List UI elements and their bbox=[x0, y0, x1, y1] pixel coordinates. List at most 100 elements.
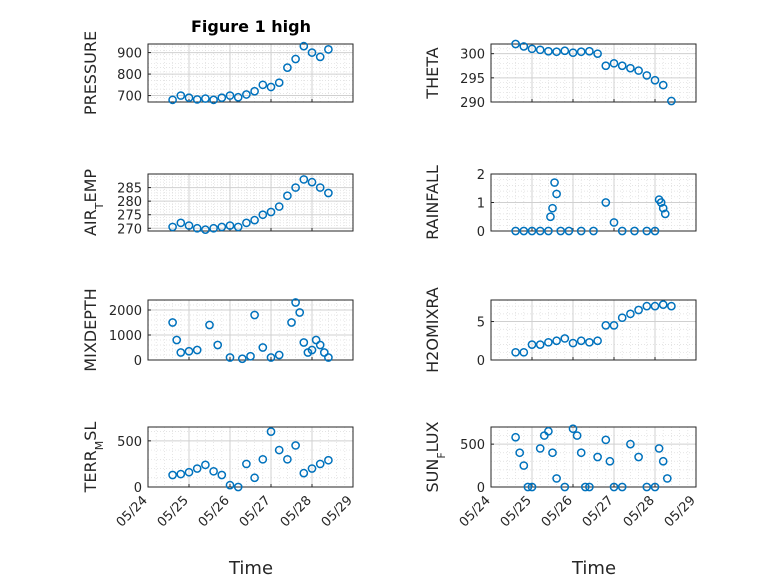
data-point bbox=[217, 222, 227, 232]
data-point bbox=[307, 464, 317, 473]
data-point bbox=[258, 454, 268, 464]
data-point bbox=[519, 347, 529, 357]
data-point bbox=[634, 305, 643, 315]
data-point bbox=[291, 54, 300, 64]
data-point bbox=[266, 82, 276, 92]
data-point bbox=[274, 78, 284, 88]
data-point bbox=[650, 75, 660, 85]
data-point bbox=[654, 444, 664, 453]
data-point bbox=[291, 441, 300, 450]
data-point bbox=[168, 470, 177, 480]
data-point bbox=[523, 482, 533, 492]
x-tick-label: 05/26 bbox=[539, 493, 576, 530]
data-point bbox=[535, 340, 545, 349]
data-point bbox=[580, 482, 590, 492]
data-point bbox=[630, 226, 639, 236]
data-point bbox=[250, 86, 259, 96]
data-point bbox=[176, 469, 186, 479]
x-tick-label: 05/27 bbox=[237, 493, 274, 530]
x-tick-label: 05/24 bbox=[114, 493, 151, 530]
y-tick-label: 290 bbox=[460, 96, 485, 111]
data-point bbox=[250, 310, 259, 320]
y-axis-label: H2OMIXRA bbox=[423, 287, 442, 373]
data-point bbox=[527, 44, 537, 54]
data-point bbox=[548, 203, 557, 213]
data-point bbox=[642, 301, 652, 311]
data-point bbox=[274, 445, 284, 455]
data-point bbox=[217, 93, 227, 103]
data-point bbox=[233, 92, 243, 102]
data-point bbox=[274, 350, 284, 360]
axes-box bbox=[490, 43, 697, 103]
y-axis-label: PRESSURE bbox=[81, 31, 100, 115]
data-point bbox=[585, 46, 594, 56]
data-point bbox=[546, 212, 555, 222]
data-point bbox=[593, 49, 602, 59]
data-point bbox=[552, 336, 561, 346]
data-point bbox=[511, 226, 520, 236]
y-tick-label: 700 bbox=[117, 90, 142, 105]
figure-title: Figure 1 high bbox=[191, 17, 311, 36]
subplot-terr-msl: 0 500 05/24 05/25 05/26 05/27 05/28 05/29 TERRMS… bbox=[81, 422, 356, 531]
y-tick-label: 0 bbox=[134, 481, 142, 496]
data-point bbox=[266, 207, 276, 217]
y-tick-label: 900 bbox=[117, 47, 142, 62]
data-point bbox=[307, 345, 317, 355]
data-point bbox=[560, 334, 570, 343]
data-point bbox=[209, 223, 218, 233]
data-point bbox=[601, 435, 611, 445]
data-point bbox=[576, 336, 586, 346]
data-point bbox=[642, 71, 652, 80]
data-point bbox=[201, 460, 210, 470]
data-point bbox=[519, 42, 529, 51]
y-tick-label: 275 bbox=[117, 209, 142, 224]
data-point bbox=[576, 47, 586, 57]
data-point bbox=[242, 90, 251, 99]
data-point bbox=[548, 448, 557, 458]
y-tick-label: 285 bbox=[117, 182, 142, 197]
y-tick-label: 280 bbox=[117, 195, 142, 210]
data-point bbox=[242, 218, 251, 228]
data-point bbox=[246, 351, 255, 361]
data-point bbox=[650, 482, 660, 492]
data-point bbox=[283, 191, 292, 201]
y-axis-label: MIXDEPTH bbox=[81, 288, 100, 371]
data-point bbox=[642, 226, 652, 236]
data-point bbox=[642, 482, 652, 492]
data-point bbox=[291, 183, 300, 192]
data-point bbox=[519, 226, 529, 236]
data-point bbox=[266, 353, 276, 362]
data-point bbox=[172, 335, 182, 345]
data-point bbox=[283, 454, 292, 464]
y-tick-label: 2000 bbox=[109, 304, 142, 319]
data-point bbox=[617, 61, 627, 71]
x-tick-label: 05/25 bbox=[155, 493, 192, 530]
data-point bbox=[258, 210, 268, 220]
x-tick-label: 05/24 bbox=[457, 493, 494, 530]
data-point bbox=[626, 309, 635, 319]
data-point bbox=[560, 46, 570, 56]
y-tick-label: 500 bbox=[117, 435, 142, 450]
axes-box bbox=[490, 299, 697, 361]
data-point bbox=[601, 321, 611, 330]
data-point bbox=[626, 439, 635, 449]
data-point bbox=[209, 95, 218, 105]
axes-box bbox=[147, 173, 354, 232]
data-point bbox=[213, 340, 223, 350]
data-point bbox=[572, 431, 582, 440]
data-point bbox=[184, 467, 194, 477]
data-point bbox=[626, 63, 635, 73]
x-axis-label-right: Time bbox=[571, 558, 616, 579]
data-point bbox=[250, 473, 259, 483]
subplot-pressure: 700 800 900 PRESSURE bbox=[81, 31, 354, 115]
data-point bbox=[576, 226, 586, 236]
x-tick-label: 05/27 bbox=[580, 493, 617, 530]
y-tick-label: 0 bbox=[477, 225, 485, 240]
data-point bbox=[511, 347, 520, 357]
data-point bbox=[535, 226, 545, 236]
data-point bbox=[539, 431, 549, 440]
y-tick-label: 0 bbox=[477, 354, 485, 369]
data-point bbox=[609, 218, 619, 227]
data-point bbox=[287, 318, 296, 327]
